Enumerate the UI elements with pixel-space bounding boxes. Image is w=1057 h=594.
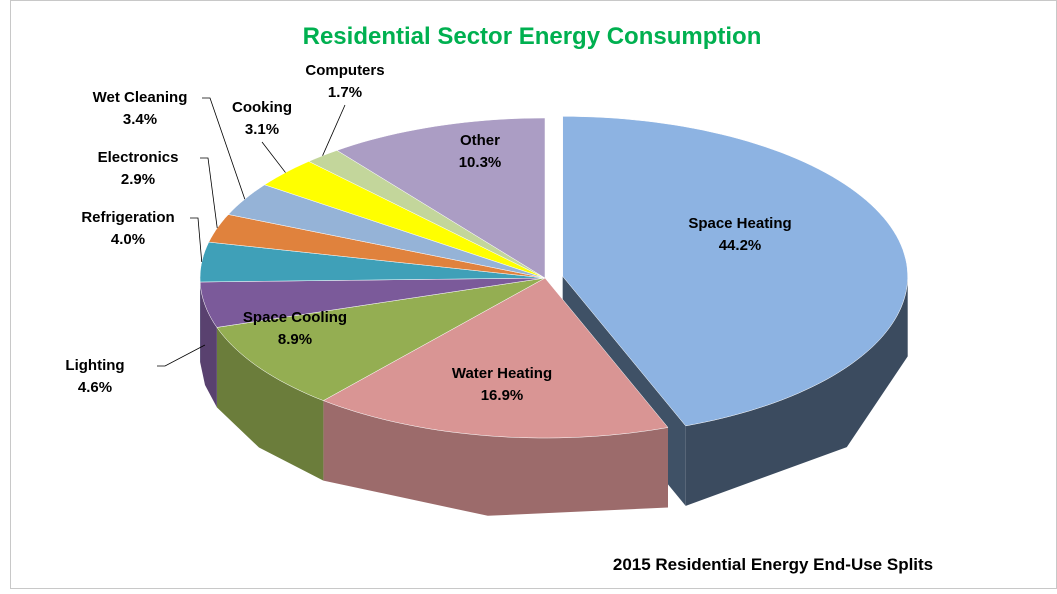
value-label: 44.2% <box>719 237 762 254</box>
slice-label: Wet Cleaning <box>93 89 188 106</box>
slice-label: Other <box>460 132 500 149</box>
value-label: 10.3% <box>459 154 502 171</box>
slice-label: Water Heating <box>452 365 552 382</box>
value-label: 2.9% <box>121 171 155 188</box>
slice-label: Refrigeration <box>81 209 174 226</box>
slice-label: Space Heating <box>688 215 791 232</box>
slice-label: Cooking <box>232 99 292 116</box>
slice-label: Electronics <box>98 149 179 166</box>
slice-label: Computers <box>305 62 384 79</box>
value-label: 8.9% <box>278 331 312 348</box>
slice-label: Space Cooling <box>243 309 347 326</box>
value-label: 3.1% <box>245 121 279 138</box>
value-label: 3.4% <box>123 111 157 128</box>
chart-subtitle: 2015 Residential Energy End-Use Splits <box>613 555 933 574</box>
value-label: 1.7% <box>328 84 362 101</box>
value-label: 16.9% <box>481 387 524 404</box>
chart-title: Residential Sector Energy Consumption <box>303 23 762 50</box>
value-label: 4.0% <box>111 231 145 248</box>
slice-label: Lighting <box>65 357 124 374</box>
value-label: 4.6% <box>78 379 112 396</box>
